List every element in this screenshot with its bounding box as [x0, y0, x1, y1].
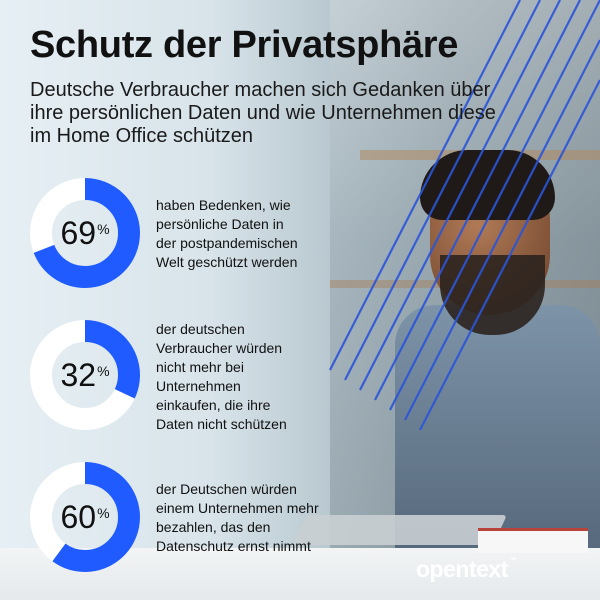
person-body: [395, 305, 600, 555]
donut-arc: [30, 178, 140, 288]
donut-arc: [30, 462, 140, 572]
percent-number: 32: [60, 356, 97, 393]
book: [478, 528, 588, 553]
page-subtitle: Deutsche Verbraucher machen sich Gedanke…: [30, 79, 496, 147]
logo-text: opentext: [416, 556, 508, 582]
logo-trademark: ™: [508, 556, 517, 565]
percent-sign: %: [97, 221, 110, 237]
stat-description: haben Bedenken, wie persönliche Daten in…: [156, 197, 298, 270]
donut-arc: [30, 320, 140, 430]
stat-item: 69% haben Bedenken, wie persönliche Date…: [30, 178, 350, 290]
person-beard: [440, 255, 545, 335]
donut-ring: [30, 178, 140, 288]
page-title: Schutz der Privatsphäre: [30, 24, 459, 66]
percent-value: 60%: [30, 462, 140, 572]
stat-description: der deutschen Verbraucher würden nicht m…: [156, 321, 287, 432]
donut-chart: 69%: [30, 178, 140, 288]
stat-item: 32% der deutschen Verbraucher würden nic…: [30, 320, 350, 432]
percent-sign: %: [97, 363, 110, 379]
percent-value: 69%: [30, 178, 140, 288]
stat-description: der Deutschen würden einem Unternehmen m…: [156, 481, 319, 554]
donut-chart: 60%: [30, 462, 140, 572]
donut-ring: [30, 462, 140, 572]
stat-item: 60% der Deutschen würden einem Unternehm…: [30, 462, 350, 574]
percent-sign: %: [97, 505, 110, 521]
percent-number: 69: [60, 214, 97, 251]
opentext-logo: opentext™: [416, 556, 517, 583]
donut-ring: [30, 320, 140, 430]
person-hair: [420, 150, 555, 220]
donut-chart: 32%: [30, 320, 140, 430]
percent-number: 60: [60, 498, 97, 535]
percent-value: 32%: [30, 320, 140, 430]
